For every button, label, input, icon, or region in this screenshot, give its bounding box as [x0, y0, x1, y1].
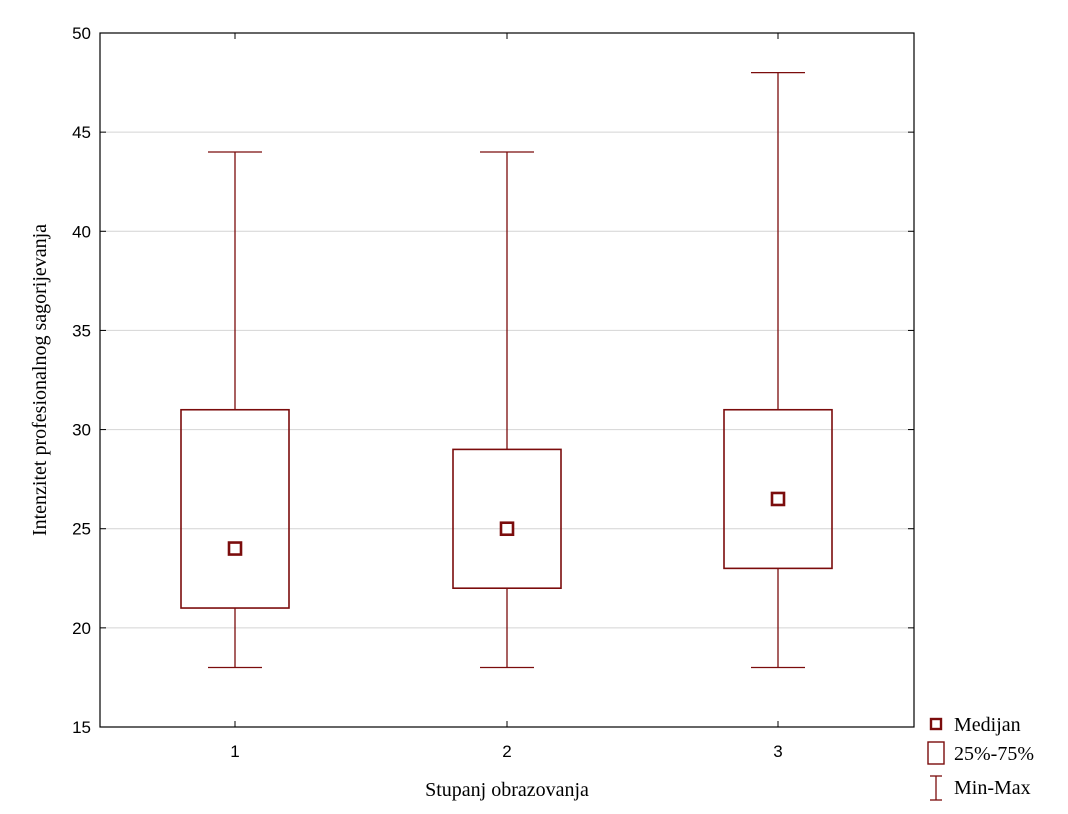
box-series — [180, 72, 833, 669]
legend-item: Min-Max — [930, 775, 1031, 801]
y-axis-title: Intenzitet profesionalnog sagorijevanja — [29, 224, 51, 536]
y-tick-label: 15 — [72, 718, 91, 737]
legend: Medijan 25%-75% Min-Max — [927, 714, 1034, 801]
median-marker — [499, 521, 515, 537]
y-tick-label: 30 — [72, 421, 91, 440]
y-tick-label: 35 — [72, 321, 91, 340]
legend-item: Medijan — [929, 714, 1021, 736]
y-tick-label: 20 — [72, 619, 91, 638]
iqr-box — [723, 408, 833, 570]
y-tick-label: 50 — [72, 24, 91, 43]
y-tick-label: 40 — [72, 222, 91, 241]
box-plot-1 — [180, 151, 290, 669]
legend-box-icon — [927, 741, 945, 765]
y-tick-label: 45 — [72, 123, 91, 142]
median-marker — [770, 491, 786, 507]
box-plot-3 — [723, 72, 833, 669]
legend-label: Medijan — [954, 714, 1021, 736]
median-marker — [227, 541, 243, 556]
iqr-box — [180, 408, 290, 609]
legend-label: 25%-75% — [954, 743, 1034, 765]
legend-item: 25%-75% — [927, 741, 1034, 765]
x-tick-label: 3 — [773, 742, 782, 761]
legend-median-icon — [929, 717, 943, 731]
x-axis-title: Stupanj obrazovanja — [425, 779, 589, 801]
x-tick-label: 1 — [230, 742, 239, 761]
y-tick-label: 25 — [72, 520, 91, 539]
legend-label: Min-Max — [954, 777, 1031, 799]
iqr-box — [452, 448, 562, 589]
axes: 15 20 25 30 35 40 45 50 1 2 3 — [72, 24, 914, 761]
box-plot-2 — [452, 151, 562, 669]
x-tick-label: 2 — [502, 742, 511, 761]
